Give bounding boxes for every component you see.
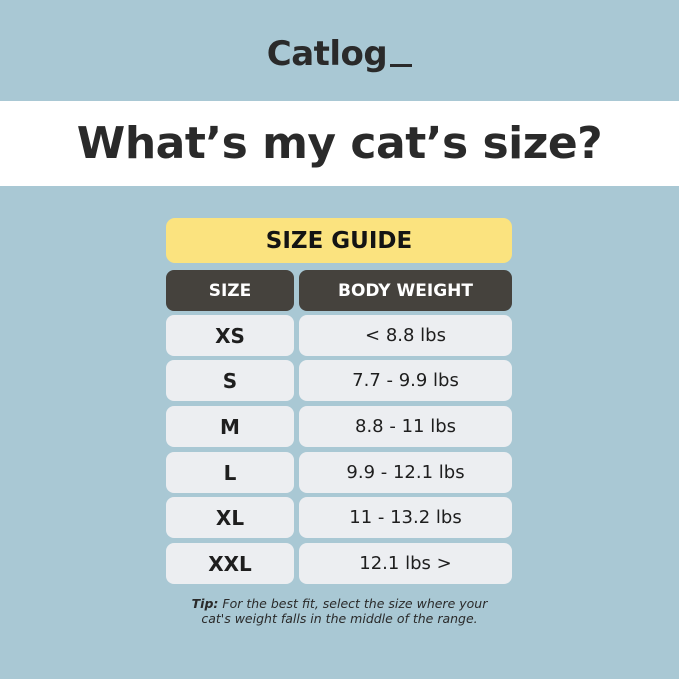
size-cell: L bbox=[166, 452, 294, 493]
table-row: XXL 12.1 lbs > bbox=[166, 543, 512, 584]
size-cell: XS bbox=[166, 315, 294, 356]
table-row: XS < 8.8 lbs bbox=[166, 315, 512, 356]
size-cell: XXL bbox=[166, 543, 294, 584]
table-row: L 9.9 - 12.1 lbs bbox=[166, 452, 512, 493]
weight-cell: 11 - 13.2 lbs bbox=[299, 497, 512, 538]
tip-text: Tip: For the best fit, select the size w… bbox=[0, 596, 679, 626]
tip-line-2: cat's weight falls in the middle of the … bbox=[201, 611, 478, 626]
weight-cell: 7.7 - 9.9 lbs bbox=[299, 360, 512, 401]
size-cell: S bbox=[166, 360, 294, 401]
size-cell: XL bbox=[166, 497, 294, 538]
weight-cell: < 8.8 lbs bbox=[299, 315, 512, 356]
weight-cell: 9.9 - 12.1 lbs bbox=[299, 452, 512, 493]
table-header: SIZE BODY WEIGHT bbox=[166, 270, 512, 311]
logo-text: Catlog bbox=[266, 34, 388, 74]
table-row: M 8.8 - 11 lbs bbox=[166, 406, 512, 447]
size-guide-title: SIZE GUIDE bbox=[166, 218, 512, 263]
brand-logo: Catlog bbox=[0, 34, 679, 74]
weight-cell: 8.8 - 11 lbs bbox=[299, 406, 512, 447]
table-row: XL 11 - 13.2 lbs bbox=[166, 497, 512, 538]
page-title: What’s my cat’s size? bbox=[76, 118, 603, 169]
tip-label: Tip: bbox=[191, 596, 219, 611]
size-cell: M bbox=[166, 406, 294, 447]
header-size: SIZE bbox=[166, 270, 294, 311]
table-row: S 7.7 - 9.9 lbs bbox=[166, 360, 512, 401]
logo-underscore bbox=[390, 64, 413, 67]
title-band: What’s my cat’s size? bbox=[0, 101, 679, 186]
tip-line-1: For the best fit, select the size where … bbox=[222, 596, 488, 611]
weight-cell: 12.1 lbs > bbox=[299, 543, 512, 584]
header-weight: BODY WEIGHT bbox=[299, 270, 512, 311]
